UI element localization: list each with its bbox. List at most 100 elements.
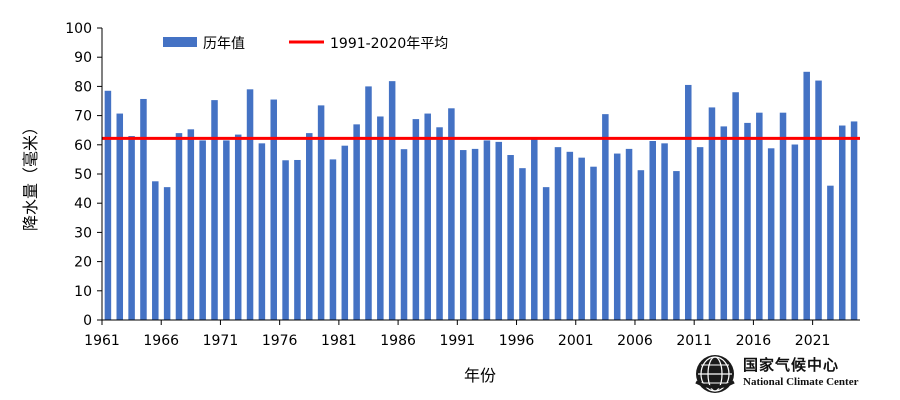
bar-1962 xyxy=(116,113,124,320)
bar-2021 xyxy=(815,80,822,320)
x-tick-label: 2021 xyxy=(795,333,831,349)
bar-1982 xyxy=(353,124,360,320)
y-axis-title: 降水量（毫米） xyxy=(21,119,40,231)
ncc-emblem-icon xyxy=(695,355,735,393)
bar-1980 xyxy=(329,159,337,320)
bar-1981 xyxy=(341,145,349,320)
bar-2023 xyxy=(838,125,846,320)
legend-label-bars: 历年值 xyxy=(203,36,245,52)
bar-2007 xyxy=(649,141,656,320)
ncc-logo: 国家气候中心 National Climate Center xyxy=(693,352,893,396)
bar-2012 xyxy=(708,107,716,320)
y-tick-label: 100 xyxy=(65,21,92,37)
y-tick-label: 70 xyxy=(74,109,92,125)
bar-1984 xyxy=(377,116,384,320)
logo-chinese-name: 国家气候中心 xyxy=(743,356,840,374)
y-tick-label: 30 xyxy=(74,225,92,241)
x-tick-label: 1981 xyxy=(321,333,357,349)
y-tick-label: 10 xyxy=(74,284,92,300)
bar-2011 xyxy=(696,147,704,320)
legend: 历年值 1991-2020年平均 xyxy=(163,36,448,52)
bar-1968 xyxy=(187,129,195,320)
bar-1964 xyxy=(140,98,147,321)
bar-1989 xyxy=(436,127,443,320)
bar-1993 xyxy=(483,140,491,320)
bar-1976 xyxy=(282,160,289,320)
logo-english-name: National Climate Center xyxy=(743,376,859,388)
bar-1969 xyxy=(199,140,206,320)
legend-swatch-bars xyxy=(163,37,197,47)
y-tick-label: 0 xyxy=(83,313,92,329)
bar-2010 xyxy=(685,84,692,320)
bar-1970 xyxy=(211,100,218,321)
axes-layer: 0 10 20 30 40 50 60 70 80 90 100 1961 1966 1971 1976 19… xyxy=(21,21,860,385)
y-tick-label: 60 xyxy=(74,138,92,154)
bar-2008 xyxy=(661,143,668,320)
x-tick-label: 1971 xyxy=(203,333,239,349)
y-tick-label: 80 xyxy=(74,79,92,95)
bar-2017 xyxy=(767,148,775,320)
x-tick-label: 1986 xyxy=(380,333,416,349)
bar-1997 xyxy=(531,138,538,320)
x-tick-label: 2016 xyxy=(736,333,772,349)
y-tick-label: 50 xyxy=(74,167,92,183)
bar-2015 xyxy=(744,122,751,321)
x-tick-label: 1961 xyxy=(84,333,120,349)
bar-1975 xyxy=(270,99,277,320)
x-tick-label: 2001 xyxy=(558,333,594,349)
y-tick-label: 90 xyxy=(74,50,92,66)
bar-1965 xyxy=(152,181,159,320)
bar-2013 xyxy=(720,126,728,321)
x-tick-label: 1991 xyxy=(439,333,475,349)
legend-label-average: 1991-2020年平均 xyxy=(330,36,448,52)
y-tick-label: 40 xyxy=(74,196,92,212)
bar-2019 xyxy=(791,144,799,320)
bar-2024 xyxy=(850,121,858,320)
bar-2001 xyxy=(578,157,585,320)
bar-2003 xyxy=(602,114,609,320)
y-tick-label: 20 xyxy=(74,255,92,271)
x-axis-title: 年份 xyxy=(464,366,496,385)
bar-1990 xyxy=(448,108,455,320)
bar-1983 xyxy=(365,86,372,321)
x-tick-label: 1996 xyxy=(499,333,535,349)
bar-1979 xyxy=(317,105,325,320)
bars-layer xyxy=(104,71,858,321)
bar-2002 xyxy=(590,166,597,320)
bar-1977 xyxy=(294,159,301,320)
bar-2000 xyxy=(566,151,574,320)
bar-1966 xyxy=(163,187,171,320)
bar-1987 xyxy=(412,119,420,320)
bar-1973 xyxy=(246,89,254,320)
bar-1995 xyxy=(507,155,514,320)
bar-1988 xyxy=(424,113,431,320)
bar-2016 xyxy=(756,112,763,321)
bar-1986 xyxy=(400,149,408,320)
bar-1967 xyxy=(175,133,183,320)
bar-2014 xyxy=(732,92,739,321)
bar-2009 xyxy=(673,171,680,320)
bar-2005 xyxy=(625,148,633,320)
bar-1974 xyxy=(258,143,266,320)
x-tick-label: 1976 xyxy=(262,333,298,349)
bar-1961 xyxy=(104,90,112,320)
bar-1998 xyxy=(542,187,550,320)
bar-1963 xyxy=(128,136,135,320)
bar-2006 xyxy=(637,170,645,320)
bar-1985 xyxy=(388,81,396,320)
bar-1992 xyxy=(471,148,479,320)
x-tick-label: 1966 xyxy=(143,333,179,349)
bar-1971 xyxy=(223,140,230,320)
bar-2022 xyxy=(827,185,834,320)
bar-2018 xyxy=(779,112,787,321)
bar-2020 xyxy=(803,71,810,320)
bar-1996 xyxy=(519,168,526,320)
x-tick-label: 2006 xyxy=(617,333,653,349)
bar-1991 xyxy=(459,150,467,320)
bar-1994 xyxy=(495,141,503,320)
x-tick-label: 2011 xyxy=(676,333,712,349)
bar-1999 xyxy=(554,147,562,320)
bar-2004 xyxy=(613,153,621,320)
